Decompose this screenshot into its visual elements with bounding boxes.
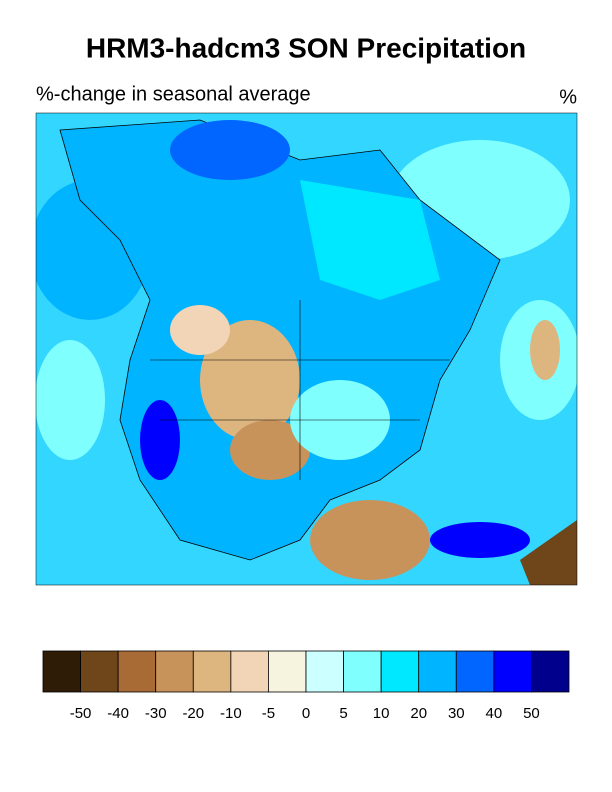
colorbar-box [80,650,119,693]
colorbar-label: -10 [220,705,242,722]
colorbar-box [268,650,307,693]
colorbar-label: 0 [302,705,310,722]
colorbar-box [42,650,81,693]
subtitle: %-change in seasonal average [36,83,311,105]
title: HRM3-hadcm3 SON Precipitation [86,32,526,63]
colorbar-label: 40 [486,705,503,722]
colorbar-label: -20 [182,705,204,722]
colorbar-label: -40 [107,705,129,722]
colorbar-box [230,650,269,693]
colorbar-label: 50 [523,705,540,722]
units: % [559,86,577,108]
colorbar-box [343,650,382,693]
colorbar-label: 10 [373,705,390,722]
colorbar-label: -5 [262,705,275,722]
colorbar-box [455,650,495,693]
colorbar-box [380,650,420,693]
colorbar: -50 -40 -30 -20 -10 -5 0 5 10 20 30 40 50 [42,650,570,722]
colorbar-box [117,650,157,693]
colorbar-label: 30 [448,705,465,722]
colorbar-label: -50 [70,705,92,722]
colorbar-box [418,650,457,693]
colorbar-label: 20 [410,705,427,722]
colorbar-box [531,650,570,693]
colorbar-box [493,650,532,693]
colorbar-label: -30 [145,705,167,722]
colorbar-box [305,650,344,693]
colorbar-box [155,650,194,693]
colorbar-label: 5 [339,705,347,722]
colorbar-box [192,650,232,693]
map [35,112,578,586]
